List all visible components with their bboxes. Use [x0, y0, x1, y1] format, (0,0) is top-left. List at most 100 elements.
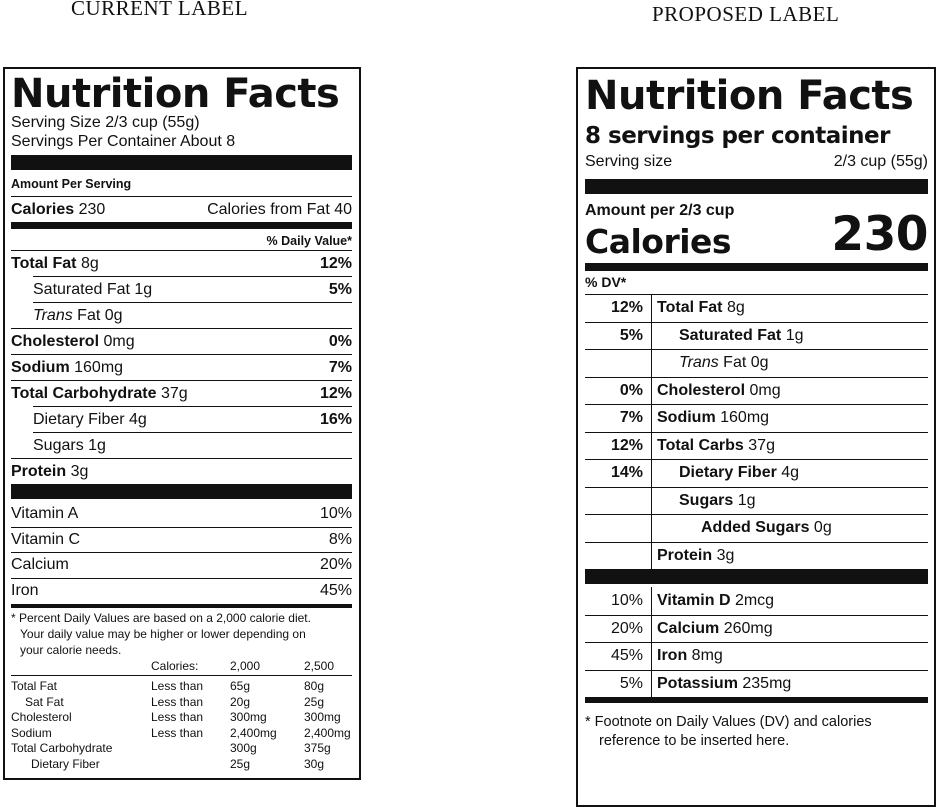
proposed-nutrient-row: 12% Total Carbs 37g — [585, 431, 928, 460]
current-nutrient-row: Total Carbohydrate 37g 12% — [11, 381, 352, 406]
proposed-nutrient-name-wrap: Protein 3g — [651, 547, 734, 565]
proposed-vitamin-name-wrap: Iron 8mg — [651, 647, 723, 665]
current-dv-header: % Daily Value* — [266, 234, 352, 248]
proposed-nutrient-dv: 12% — [610, 299, 643, 317]
current-nutrient-dv: 16% — [319, 410, 352, 428]
divider — [11, 354, 352, 355]
proposed-footnote: * Footnote on Daily Values (DV) and calo… — [585, 713, 872, 751]
divider — [585, 669, 928, 671]
ft-header-calories: Calories: — [151, 659, 199, 673]
current-footnote-line-3: your calorie needs. — [20, 643, 122, 657]
current-label-header: CURRENT LABEL — [71, 0, 249, 20]
current-nutrient-name: Sodium — [11, 358, 70, 376]
current-vitamin-dv: 45% — [319, 581, 352, 599]
proposed-nutrient-name: Sugars — [679, 491, 734, 509]
current-vitamin-name: Iron — [11, 581, 39, 599]
proposed-nutrient-name: Saturated Fat — [679, 326, 782, 344]
divider — [33, 276, 352, 277]
footnote-table-cell: 300mg — [304, 710, 341, 724]
current-label-panel: Nutrition Facts Serving Size 2/3 cup (55… — [3, 67, 361, 780]
proposed-footnote-line-2: reference to be inserted here. — [599, 733, 790, 749]
proposed-vitamin-amount: 235mg — [742, 674, 792, 692]
proposed-nutrient-dv: 14% — [610, 464, 643, 482]
proposed-nutrient-name: Trans — [679, 354, 719, 372]
proposed-thick-bar-2 — [585, 263, 928, 271]
current-nutrient-amount: 4g — [129, 410, 147, 428]
column-divider — [651, 514, 652, 543]
current-serving-size: Serving Size 2/3 cup (55g) — [11, 114, 200, 131]
divider — [585, 614, 928, 616]
proposed-nutrient-row: 5% Saturated Fat 1g — [585, 321, 928, 350]
proposed-nutrient-name-wrap: Total Fat 8g — [651, 299, 745, 317]
proposed-nutrient-row: Sugars 1g — [585, 486, 928, 515]
footnote-table-cell: 2,400mg — [230, 725, 277, 740]
footnote-table-cell: Dietary Fiber — [31, 756, 100, 771]
nutrient-name-wrap: Sugars 1g — [11, 437, 106, 455]
current-nutrient-amount: 8g — [80, 254, 99, 272]
current-amount-per-serving: Amount Per Serving — [11, 177, 132, 191]
proposed-thick-bar-4 — [585, 697, 928, 703]
current-calories-from-fat: Calories from Fat 40 — [207, 201, 352, 218]
current-vitamin-dv: 8% — [328, 530, 352, 548]
current-thick-bar-4 — [11, 604, 352, 608]
current-nutrient-name: Saturated Fat — [33, 280, 130, 298]
proposed-serving-size-value: 2/3 cup (55g) — [833, 153, 928, 170]
proposed-nutrient-row: Trans Fat 0g — [585, 349, 928, 378]
proposed-nutrient-amount: 160mg — [720, 409, 770, 427]
nutrient-name-wrap: Trans Fat 0g — [11, 307, 123, 325]
proposed-nutrient-row: 12% Total Fat 8g — [585, 294, 928, 323]
divider — [585, 486, 928, 488]
proposed-vitamin-dv: 20% — [610, 619, 643, 637]
proposed-vitamin-name: Calcium — [657, 619, 720, 637]
proposed-nutrient-row: Added Sugars 0g — [585, 514, 928, 543]
current-nutrient-row: Cholesterol 0mg 0% — [11, 329, 352, 354]
divider — [585, 349, 928, 350]
footnote-table-cell: 65g — [230, 679, 251, 693]
current-nutrient-row: Trans Fat 0g — [11, 303, 352, 328]
divider — [11, 196, 352, 197]
column-divider — [651, 459, 652, 488]
proposed-servings: 8 servings per container — [585, 123, 891, 149]
proposed-nutrient-row: 0% Cholesterol 0mg — [585, 376, 928, 405]
current-vitamin-name: Vitamin C — [11, 530, 81, 548]
proposed-nutrient-name-wrap: Dietary Fiber 4g — [651, 464, 799, 482]
current-vitamin-name: Vitamin A — [11, 505, 79, 523]
proposed-vitamin-amount: 260mg — [723, 619, 773, 637]
proposed-vitamin-name-wrap: Calcium 260mg — [651, 620, 773, 638]
column-divider — [651, 349, 652, 378]
proposed-nutrient-amount: 4g — [781, 464, 800, 482]
proposed-nutrient-name: Total Fat — [657, 299, 723, 317]
footnote-table-cell: 25g — [304, 694, 325, 709]
current-nutrient-name: Sugars — [33, 436, 84, 454]
proposed-nutrient-amount: 8g — [726, 299, 745, 317]
current-vitamin-row: Vitamin A 10% — [11, 502, 352, 527]
proposed-nutrient-name: Dietary Fiber — [679, 464, 777, 482]
column-divider — [651, 642, 652, 671]
proposed-title: Nutrition Facts — [585, 73, 914, 119]
proposed-dv-header: % DV* — [585, 274, 627, 290]
proposed-nutrient-amount: 1g — [737, 491, 756, 509]
current-nutrient-dv: 12% — [319, 384, 352, 402]
ft-header-2000: 2,000 — [230, 659, 261, 673]
footnote-table-cell: Total Carbohydrate — [11, 741, 113, 755]
current-vitamin-row: Vitamin C 8% — [11, 528, 352, 553]
current-footnote-line-1: * Percent Daily Values are based on a 2,… — [11, 611, 311, 625]
footnote-table-cell: Less than — [151, 725, 204, 740]
current-nutrients-list: Total Fat 8g 12% Saturated Fat 1g 5% Trans F… — [11, 250, 352, 484]
proposed-vitamin-amount: 2mcg — [734, 592, 775, 610]
current-nutrient-row: Saturated Fat 1g 5% — [11, 277, 352, 302]
current-nutrient-name: Trans — [33, 306, 73, 324]
footnote-table-cell: Sat Fat — [25, 694, 64, 709]
divider — [585, 459, 928, 460]
current-calories-value: 230 — [78, 201, 106, 218]
proposed-nutrient-dv: 5% — [619, 326, 643, 344]
proposed-nutrient-row: 14% Dietary Fiber 4g — [585, 459, 928, 488]
current-nutrient-row: Protein 3g — [11, 459, 352, 484]
current-nutrient-row: Dietary Fiber 4g 16% — [11, 407, 352, 432]
nutrient-name-wrap: Total Fat 8g — [11, 255, 99, 273]
divider — [11, 380, 352, 381]
current-vitamin-row: Calcium 20% — [11, 553, 352, 578]
column-divider — [651, 541, 652, 570]
nutrient-name-wrap: Sodium 160mg — [11, 359, 123, 377]
proposed-nutrient-amount: 0mg — [749, 381, 781, 399]
